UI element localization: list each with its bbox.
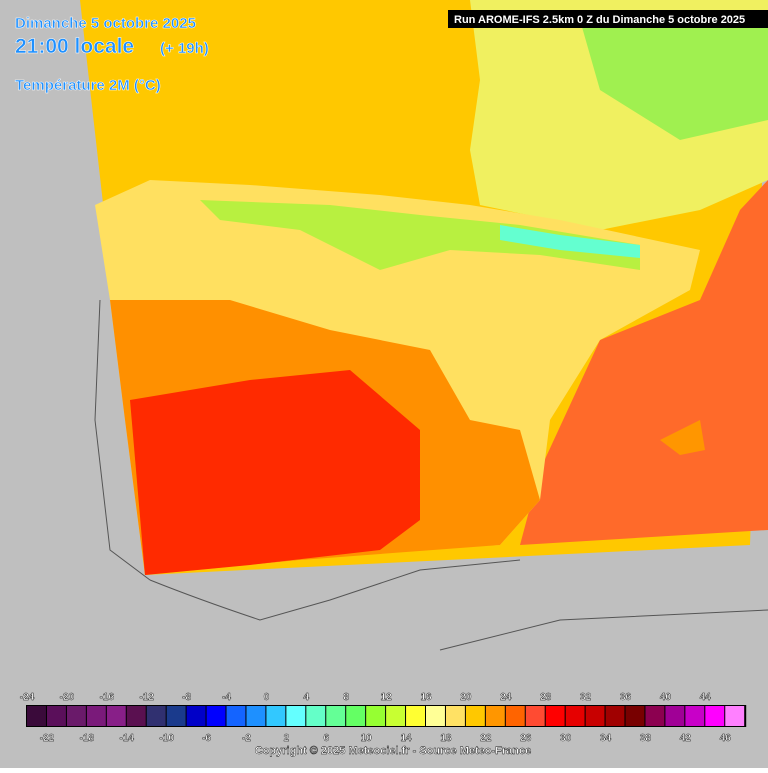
legend-swatch — [685, 706, 705, 726]
legend-label: 26 — [520, 733, 532, 744]
balearic — [660, 420, 705, 455]
legend-label: -20 — [60, 692, 75, 703]
legend-swatch — [366, 706, 386, 726]
legend-swatch — [306, 706, 326, 726]
andalusia-hot — [130, 370, 420, 575]
legend-swatch — [346, 706, 366, 726]
legend-swatch — [725, 706, 745, 726]
legend-swatch — [625, 706, 645, 726]
legend-swatch — [665, 706, 685, 726]
legend-swatch — [166, 706, 186, 726]
cool-area — [580, 20, 768, 140]
med-sea — [520, 180, 768, 545]
legend-swatch — [386, 706, 406, 726]
legend-swatch — [565, 706, 585, 726]
legend-label: 44 — [700, 692, 712, 703]
run-box — [448, 10, 768, 28]
legend-swatch — [286, 706, 306, 726]
legend-swatch — [645, 706, 665, 726]
legend-swatch — [106, 706, 126, 726]
legend-label: 0 — [264, 692, 270, 703]
legend-swatch — [226, 706, 246, 726]
legend-label: 16 — [420, 692, 432, 703]
legend-swatch — [426, 706, 445, 726]
legend-label: 18 — [440, 733, 452, 744]
legend-label: 6 — [323, 733, 329, 744]
time: 21:00 locale — [15, 35, 134, 58]
legend-swatch — [485, 706, 505, 726]
legend-swatch — [86, 706, 106, 726]
legend-label: 24 — [500, 692, 512, 703]
legend-label: -22 — [40, 733, 55, 744]
legend-label: 30 — [560, 733, 572, 744]
legend-swatch — [266, 706, 286, 726]
legend-label: 2 — [284, 733, 290, 744]
legend-swatch — [27, 706, 46, 726]
legend-label: -6 — [202, 733, 211, 744]
legend-label: -24 — [20, 692, 35, 703]
coastline — [94, 299, 768, 651]
legend-swatch — [545, 706, 565, 726]
legend-swatch — [465, 706, 485, 726]
cantabrian-mountains — [200, 200, 640, 270]
legend-label: 14 — [400, 733, 412, 744]
legend-swatch — [605, 706, 625, 726]
legend-label: 28 — [540, 692, 552, 703]
run-info: Run AROME-IFS 2.5km 0 Z du Dimanche 5 oc… — [454, 14, 745, 26]
legend-swatch — [445, 706, 465, 726]
legend-label: 4 — [304, 692, 310, 703]
legend-swatch — [585, 706, 605, 726]
legend-label: -16 — [100, 692, 115, 703]
legend-label: 20 — [460, 692, 472, 703]
lead-time: (+ 19h) — [160, 40, 209, 57]
legend-label: -10 — [159, 733, 174, 744]
legend-label: 34 — [600, 733, 612, 744]
legend-swatch — [505, 706, 525, 726]
legend-label: 36 — [620, 692, 632, 703]
legend-label: -2 — [242, 733, 251, 744]
legend-swatch — [525, 706, 545, 726]
legend-label: 8 — [343, 692, 349, 703]
pyrenees — [500, 225, 640, 258]
legend-label: -14 — [120, 733, 135, 744]
legend-swatch — [406, 706, 425, 726]
legend-label: 32 — [580, 692, 592, 703]
legend-swatch — [326, 706, 346, 726]
legend-label: -18 — [80, 733, 95, 744]
legend-label: 40 — [660, 692, 672, 703]
legend-label: -4 — [222, 692, 231, 703]
legend-swatch — [705, 706, 725, 726]
legend-swatch — [186, 706, 206, 726]
copyright: Copyright © 2025 Meteociel.fr - Source M… — [255, 745, 531, 757]
legend-label: 10 — [361, 733, 373, 744]
legend-label: 12 — [381, 692, 393, 703]
legend-label: 22 — [480, 733, 492, 744]
legend-swatch — [206, 706, 226, 726]
legend-swatch — [246, 706, 266, 726]
legend-swatch — [126, 706, 146, 726]
legend-label: 46 — [720, 733, 732, 744]
legend-swatch — [46, 706, 66, 726]
legend-label: 42 — [680, 733, 692, 744]
parameter: Température 2M (°C) — [15, 77, 161, 94]
legend: -24-22-20-18-16-14-12-10-8-6-4-202468101… — [20, 692, 747, 744]
legend-swatch — [66, 706, 86, 726]
legend-swatch — [146, 706, 166, 726]
legend-label: -8 — [182, 692, 191, 703]
legend-label: -12 — [139, 692, 154, 703]
date: Dimanche 5 octobre 2025 — [15, 15, 196, 32]
legend-label: 38 — [640, 733, 652, 744]
